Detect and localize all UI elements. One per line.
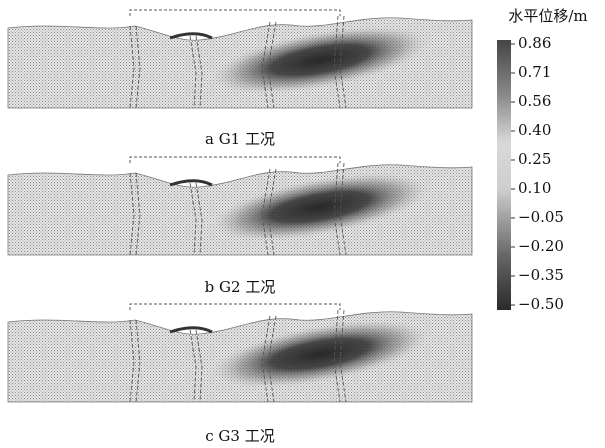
caption: b G2 工况: [205, 278, 276, 296]
colorbar-ticks: 0.86 0.71 0.56 0.40 0.25 0.10 −0.05 −0.20 −0.35 −…: [511, 34, 564, 313]
caption: a G1 工况: [205, 130, 275, 148]
caption: c G3 工况: [205, 427, 274, 445]
panel-a: [6, 8, 474, 110]
tick-label: −0.50: [518, 295, 564, 313]
tick-label: 0.86: [518, 34, 551, 52]
colorbar: [497, 40, 511, 310]
panel-c: [6, 302, 474, 404]
tick-label: 0.10: [518, 179, 551, 197]
colorbar-title: 水平位移/m: [508, 7, 587, 25]
tick-label: 0.56: [518, 92, 551, 110]
tick-label: 0.71: [518, 63, 551, 81]
tick-label: 0.25: [518, 150, 551, 168]
tick-label: −0.05: [518, 208, 564, 226]
panel-b: [6, 155, 474, 257]
tick-label: −0.20: [518, 237, 564, 255]
tick-label: −0.35: [518, 266, 564, 284]
tick-label: 0.40: [518, 121, 551, 139]
